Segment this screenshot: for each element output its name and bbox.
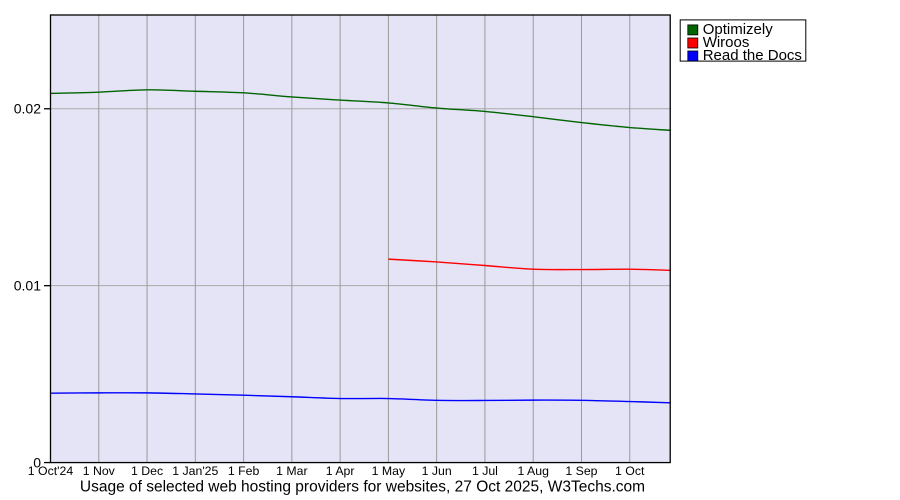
svg-text:1 May: 1 May xyxy=(372,464,406,478)
svg-text:1 Feb: 1 Feb xyxy=(228,464,260,478)
svg-text:1 Mar: 1 Mar xyxy=(276,464,307,478)
svg-text:1 Nov: 1 Nov xyxy=(83,464,116,478)
svg-text:Read the Docs: Read the Docs xyxy=(703,47,802,64)
svg-text:1 Apr: 1 Apr xyxy=(326,464,355,478)
svg-text:1 Sep: 1 Sep xyxy=(565,464,597,478)
svg-text:1 Oct: 1 Oct xyxy=(615,464,645,478)
svg-text:1 Jul: 1 Jul xyxy=(472,464,498,478)
svg-text:0.01: 0.01 xyxy=(14,277,41,293)
svg-text:1 Aug: 1 Aug xyxy=(517,464,549,478)
svg-text:0.02: 0.02 xyxy=(14,101,41,117)
svg-text:Usage of selected web hosting: Usage of selected web hosting providers … xyxy=(80,479,645,496)
svg-text:1 Jan'25: 1 Jan'25 xyxy=(172,464,218,478)
svg-text:1 Jun: 1 Jun xyxy=(422,464,452,478)
svg-text:1 Oct'24: 1 Oct'24 xyxy=(28,464,74,478)
svg-text:1 Dec: 1 Dec xyxy=(131,464,163,478)
